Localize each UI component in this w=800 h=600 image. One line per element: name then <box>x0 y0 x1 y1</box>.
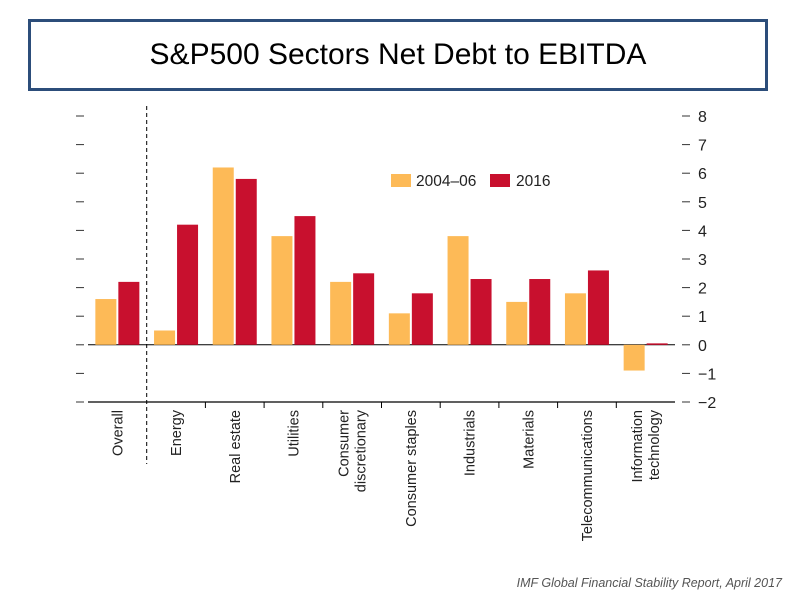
category-label: Real estate <box>228 410 244 483</box>
bar-series-b <box>411 293 433 345</box>
title-box: S&P500 Sectors Net Debt to EBITDA <box>28 19 768 91</box>
y-tick-label: 5 <box>698 195 707 212</box>
bar-series-a <box>271 236 293 345</box>
y-tick-label: 1 <box>698 309 707 326</box>
bar-series-a <box>330 281 352 345</box>
legend-swatch-series-b <box>490 174 510 187</box>
bar-series-a <box>212 167 234 345</box>
category-label: Overall <box>110 410 126 456</box>
bar-series-a <box>388 313 410 345</box>
slide-title: S&P500 Sectors Net Debt to EBITDA <box>149 38 647 71</box>
bar-series-b <box>470 279 492 345</box>
bar-series-b <box>177 224 199 345</box>
legend-label-series-b: 2016 <box>516 173 550 190</box>
y-tick-label: 2 <box>698 281 707 298</box>
bar-series-b <box>353 273 375 345</box>
bar-series-a <box>95 299 117 345</box>
category-label: Materials <box>521 410 537 469</box>
y-tick-label: 4 <box>698 223 707 240</box>
source-caption: IMF Global Financial Stability Report, A… <box>516 576 782 590</box>
y-tick-label: 0 <box>698 338 707 355</box>
bar-series-a <box>564 293 586 345</box>
category-label: Utilities <box>286 410 302 457</box>
bar-series-b <box>529 279 551 345</box>
category-label: Industrials <box>463 410 479 476</box>
bar-series-b <box>235 178 257 345</box>
legend-label-series-a: 2004–06 <box>416 173 476 190</box>
y-tick-label: 3 <box>698 252 707 269</box>
category-label: discretionary <box>354 409 370 492</box>
y-tick-label: 8 <box>698 109 707 126</box>
bar-series-b <box>118 281 140 345</box>
y-tick-label: 7 <box>698 138 707 155</box>
category-label: technology <box>647 409 663 480</box>
y-tick-label: −2 <box>698 395 716 412</box>
bar-series-a <box>154 330 176 345</box>
bar-series-b <box>646 343 668 345</box>
y-tick-label: 6 <box>698 166 707 183</box>
bar-series-a <box>623 344 645 371</box>
category-label: Energy <box>169 409 185 456</box>
category-label: Telecommunications <box>580 410 596 541</box>
category-label: Consumer staples <box>404 410 420 527</box>
category-label: Consumer <box>337 410 353 477</box>
y-tick-label: −1 <box>698 366 716 383</box>
bar-series-b <box>587 270 609 345</box>
category-label: Information <box>630 410 646 483</box>
bar-series-a <box>447 236 469 345</box>
bar-series-b <box>294 216 316 345</box>
legend-swatch-series-a <box>391 174 411 187</box>
bar-series-a <box>506 301 528 345</box>
